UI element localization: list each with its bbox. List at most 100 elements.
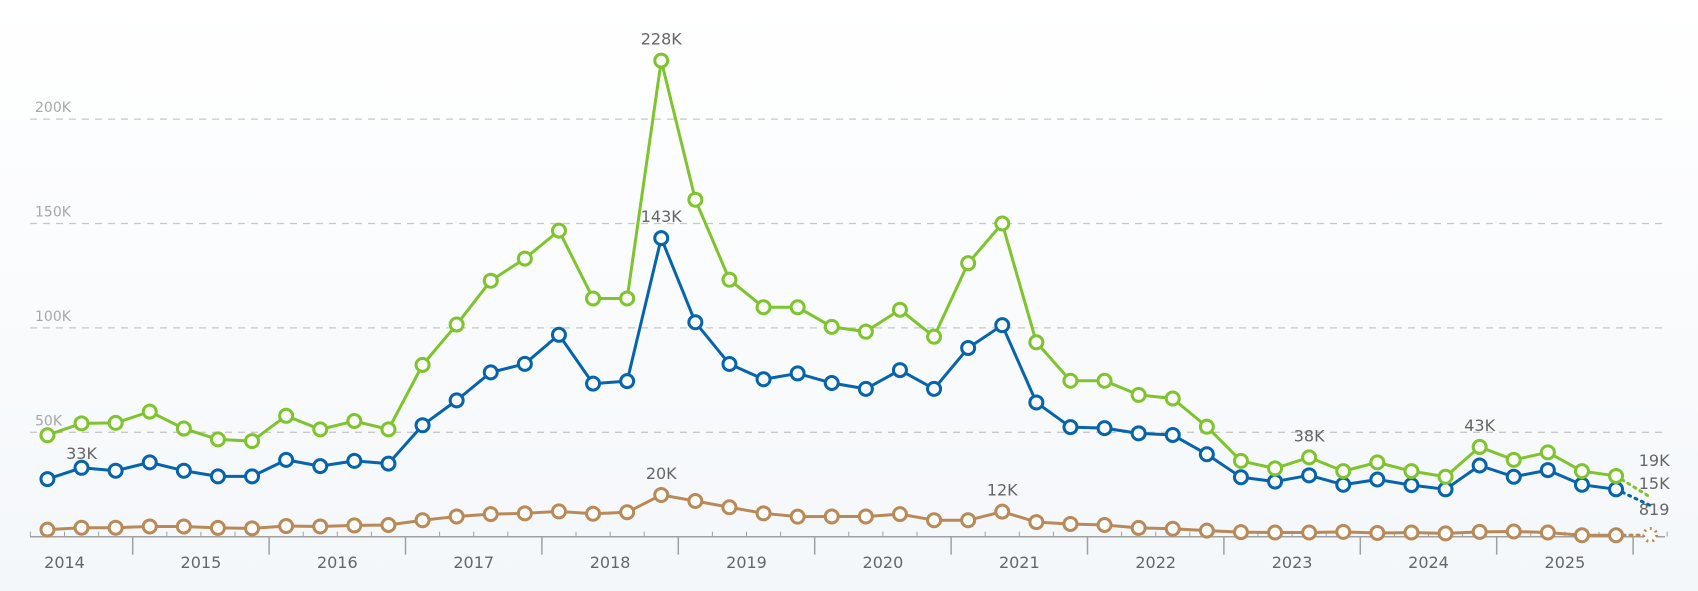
data-point (619, 290, 636, 307)
data-point (278, 451, 295, 468)
data-point (1028, 334, 1045, 351)
data-point (1096, 517, 1113, 534)
data-point (1062, 372, 1079, 389)
data-point (1198, 418, 1215, 435)
data-point (1573, 476, 1590, 493)
series-line (46, 236, 1617, 491)
data-point (39, 521, 56, 538)
data-point (1573, 463, 1590, 480)
data-point (1232, 452, 1249, 469)
data-point (1267, 473, 1284, 490)
data-label: 12K (987, 481, 1018, 500)
x-tick-label: 2017 (453, 553, 494, 572)
data-point (1608, 467, 1625, 484)
data-point (244, 433, 261, 450)
data-point (1096, 420, 1113, 437)
data-point (1130, 386, 1147, 403)
data-point (550, 222, 567, 239)
data-label: 43K (1464, 416, 1495, 435)
data-point (346, 517, 363, 534)
data-point (687, 191, 704, 208)
data-point (175, 518, 192, 535)
data-point (960, 512, 977, 529)
x-tick-label: 2018 (590, 553, 631, 572)
data-point (789, 299, 806, 316)
data-point (619, 504, 636, 521)
data-point (823, 318, 840, 335)
data-point (1437, 468, 1454, 485)
data-point (891, 506, 908, 523)
data-point (926, 380, 943, 397)
data-point (380, 517, 397, 534)
data-point (619, 373, 636, 390)
data-point (1505, 468, 1522, 485)
data-point (1369, 454, 1386, 471)
data-point (550, 326, 567, 343)
data-point (960, 255, 977, 272)
data-point (857, 323, 874, 340)
y-tick-label: 150K (35, 205, 72, 221)
data-point (1062, 515, 1079, 532)
data-point (1403, 463, 1420, 480)
data-label: 38K (1294, 426, 1325, 445)
data-point (823, 375, 840, 392)
data-point (857, 380, 874, 397)
x-tick-label: 2025 (1545, 553, 1586, 572)
data-point (585, 290, 602, 307)
x-tick-label: 2014 (44, 553, 85, 572)
data-point (755, 371, 772, 388)
data-label: 15K (1639, 474, 1670, 493)
data-point (107, 414, 124, 431)
data-point (278, 407, 295, 424)
data-point (1539, 524, 1556, 541)
y-tick-label: 50K (35, 413, 63, 429)
x-tick-label: 2020 (863, 553, 904, 572)
data-point (414, 356, 431, 373)
data-point (516, 505, 533, 522)
x-tick-label: 2021 (999, 553, 1040, 572)
y-tick-label: 200K (35, 100, 72, 116)
data-point (1335, 476, 1352, 493)
data-point (1608, 481, 1625, 498)
data-point (1608, 527, 1625, 544)
x-tick-label: 2015 (181, 553, 222, 572)
data-point (926, 328, 943, 345)
data-point (141, 518, 158, 535)
x-tick-label: 2016 (317, 553, 358, 572)
data-label: 19K (1639, 451, 1670, 470)
data-point (516, 250, 533, 267)
data-point (1164, 390, 1181, 407)
data-point (789, 508, 806, 525)
data-point (1471, 457, 1488, 474)
data-point (721, 499, 738, 516)
data-point (653, 486, 670, 503)
data-point (209, 431, 226, 448)
data-point (1539, 462, 1556, 479)
data-point (39, 471, 56, 488)
data-point (585, 375, 602, 392)
data-point (516, 355, 533, 372)
data-point (1232, 524, 1249, 541)
data-point (1096, 372, 1113, 389)
data-point (1505, 523, 1522, 540)
data-point (209, 519, 226, 536)
data-point (380, 421, 397, 438)
data-point (1301, 524, 1318, 541)
data-point (926, 512, 943, 529)
data-point (312, 421, 329, 438)
data-point (482, 364, 499, 381)
data-point (244, 468, 261, 485)
data-point (1369, 471, 1386, 488)
data-point (1164, 427, 1181, 444)
data-point (1573, 527, 1590, 544)
data-label: 33K (66, 444, 97, 463)
data-label: 20K (646, 464, 677, 483)
data-point (960, 339, 977, 356)
data-label: 819 (1639, 500, 1670, 519)
data-point-partial (1642, 526, 1659, 543)
data-point (1403, 477, 1420, 494)
data-point (1335, 463, 1352, 480)
data-point (1403, 524, 1420, 541)
data-point (1232, 469, 1249, 486)
